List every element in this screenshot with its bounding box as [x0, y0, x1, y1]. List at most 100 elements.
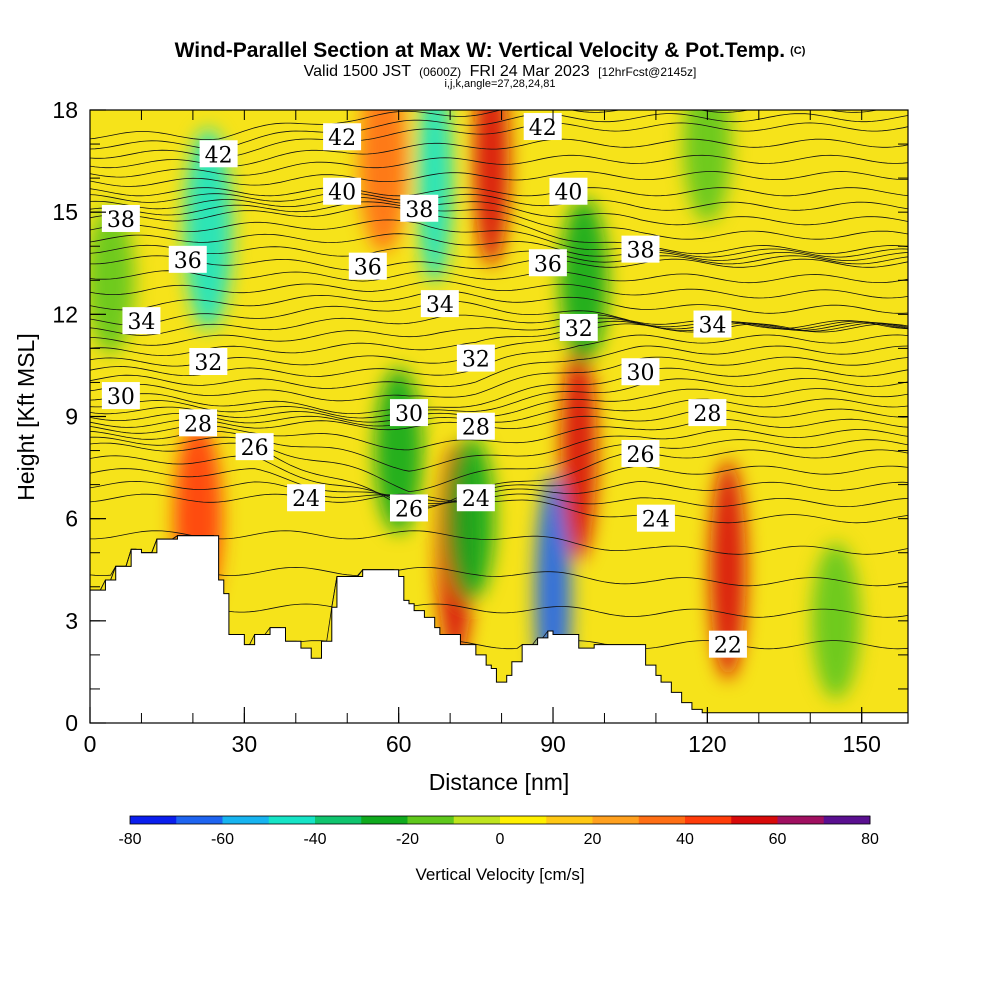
y-tick-label: 18: [52, 97, 78, 123]
svg-text:36: 36: [174, 249, 202, 274]
theta-label-24: 24: [456, 484, 495, 512]
svg-text:42: 42: [529, 116, 557, 141]
svg-text:26: 26: [395, 497, 423, 522]
theta-label-38: 38: [101, 204, 140, 233]
colorbar-tick-label: -60: [211, 831, 234, 848]
theta-label-28: 28: [688, 399, 727, 427]
theta-label-30: 30: [389, 399, 428, 427]
colorbar-tick-label: 0: [496, 831, 505, 848]
svg-text:24: 24: [462, 487, 490, 512]
theta-label-42: 42: [523, 113, 562, 141]
chart-subtitle-indices: i,j,k,angle=27,28,24,81: [444, 78, 555, 90]
w-feature-2: [359, 110, 408, 253]
svg-text:36: 36: [354, 256, 382, 281]
y-tick-label: 3: [65, 608, 78, 634]
isentrope-33: [90, 317, 908, 346]
svg-text:40: 40: [328, 181, 356, 206]
svg-text:42: 42: [205, 143, 233, 168]
isentrope-32.5: [90, 320, 908, 357]
isentrope-30: [90, 367, 908, 415]
theta-label-28: 28: [456, 412, 495, 441]
svg-text:24: 24: [292, 487, 320, 512]
isentrope-23: [90, 535, 908, 587]
isentrope-41: [90, 154, 908, 178]
theta-label-34: 34: [122, 307, 161, 335]
isentrope-37.5: [90, 219, 908, 258]
colorbar-tick-label: 40: [676, 831, 694, 848]
svg-text:36: 36: [534, 252, 562, 277]
svg-text:42: 42: [328, 126, 356, 151]
isentrope-25: [90, 468, 908, 504]
subtitle-valid-time: Valid 1500 JST: [304, 63, 412, 80]
colorbar-swatch-1: [176, 816, 223, 824]
svg-text:28: 28: [462, 416, 490, 441]
chart-title: Wind-Parallel Section at Max W: Vertical…: [175, 39, 806, 62]
theta-label-40: 40: [549, 177, 588, 206]
theta-label-26: 26: [389, 494, 428, 522]
x-tick-label: 60: [386, 731, 412, 757]
chart-subtitle: Valid 1500 JST (0600Z) FRI 24 Mar 2023 […: [304, 63, 697, 80]
isentrope-35.5: [90, 270, 908, 284]
colorbar-swatch-7: [453, 816, 501, 824]
theta-label-38: 38: [621, 235, 660, 264]
isentrope-38.5: [90, 201, 908, 240]
colorbar-swatch-0: [130, 816, 177, 824]
svg-text:26: 26: [241, 436, 269, 461]
colorbar-label: Vertical Velocity [cm/s]: [415, 865, 584, 884]
theta-label-42: 42: [199, 140, 238, 168]
subtitle-utc-time: (0600Z): [419, 65, 461, 79]
isentrope-36.5: [90, 244, 908, 265]
x-axis: 0 30 60 90 120 150: [84, 110, 881, 757]
isentrope-26.5: [90, 436, 908, 493]
y-tick-label: 15: [52, 199, 78, 225]
svg-text:38: 38: [405, 198, 433, 223]
isentrope-35: [90, 280, 908, 299]
theta-label-36: 36: [348, 252, 387, 281]
svg-text:40: 40: [554, 181, 582, 206]
theta-label-32: 32: [456, 344, 495, 373]
colorbar-swatch-11: [638, 816, 686, 824]
colorbar: -80 -60 -40 -20 0 20 40 60 80: [118, 815, 879, 848]
svg-text:30: 30: [107, 385, 135, 410]
isentrope-28: [90, 408, 908, 431]
y-tick-label: 6: [65, 506, 78, 532]
isentrope-34: [90, 300, 908, 329]
theta-label-32: 32: [189, 348, 228, 376]
x-tick-label: 120: [688, 731, 726, 757]
svg-text:32: 32: [565, 317, 593, 342]
isentrope-37: [90, 233, 908, 261]
colorbar-tick-label: -80: [118, 831, 141, 848]
svg-text:26: 26: [626, 443, 654, 468]
y-tick-label: 9: [65, 404, 78, 430]
isentrope-24.5: [90, 480, 908, 508]
isentrope-38: [90, 205, 908, 255]
isentrope-29: [90, 388, 908, 423]
svg-text:30: 30: [395, 402, 423, 427]
isentrope-25.5: [90, 455, 908, 507]
subtitle-forecast: [12hrFcst@2145z]: [598, 65, 696, 79]
isentrope-36: [90, 255, 908, 271]
svg-text:22: 22: [714, 634, 742, 659]
isentrope-24: [90, 493, 908, 524]
colorbar-swatch-4: [315, 816, 362, 824]
x-tick-label: 30: [232, 731, 258, 757]
theta-label-22: 22: [708, 630, 747, 659]
colorbar-swatch-6: [407, 816, 455, 824]
colorbar-tick-label: 80: [861, 831, 879, 848]
isentrope-39: [90, 196, 908, 226]
potential-temperature-labels: 42 42 42 40 40 38 38 38 36 36 36 34 34 34 32 32 32 30 30 30…: [101, 113, 747, 659]
theta-label-40: 40: [323, 177, 362, 206]
colorbar-swatch-15: [823, 816, 871, 824]
chart-title-suffix: (C): [790, 45, 806, 57]
theta-label-30: 30: [621, 358, 660, 386]
colorbar-swatch-3: [268, 816, 316, 824]
svg-text:24: 24: [642, 508, 670, 533]
svg-text:38: 38: [626, 239, 654, 264]
theta-label-34: 34: [693, 310, 732, 339]
x-tick-label: 90: [540, 731, 566, 757]
colorbar-swatch-12: [685, 816, 732, 824]
isentrope-31: [90, 345, 908, 389]
colorbar-swatch-10: [592, 816, 640, 824]
